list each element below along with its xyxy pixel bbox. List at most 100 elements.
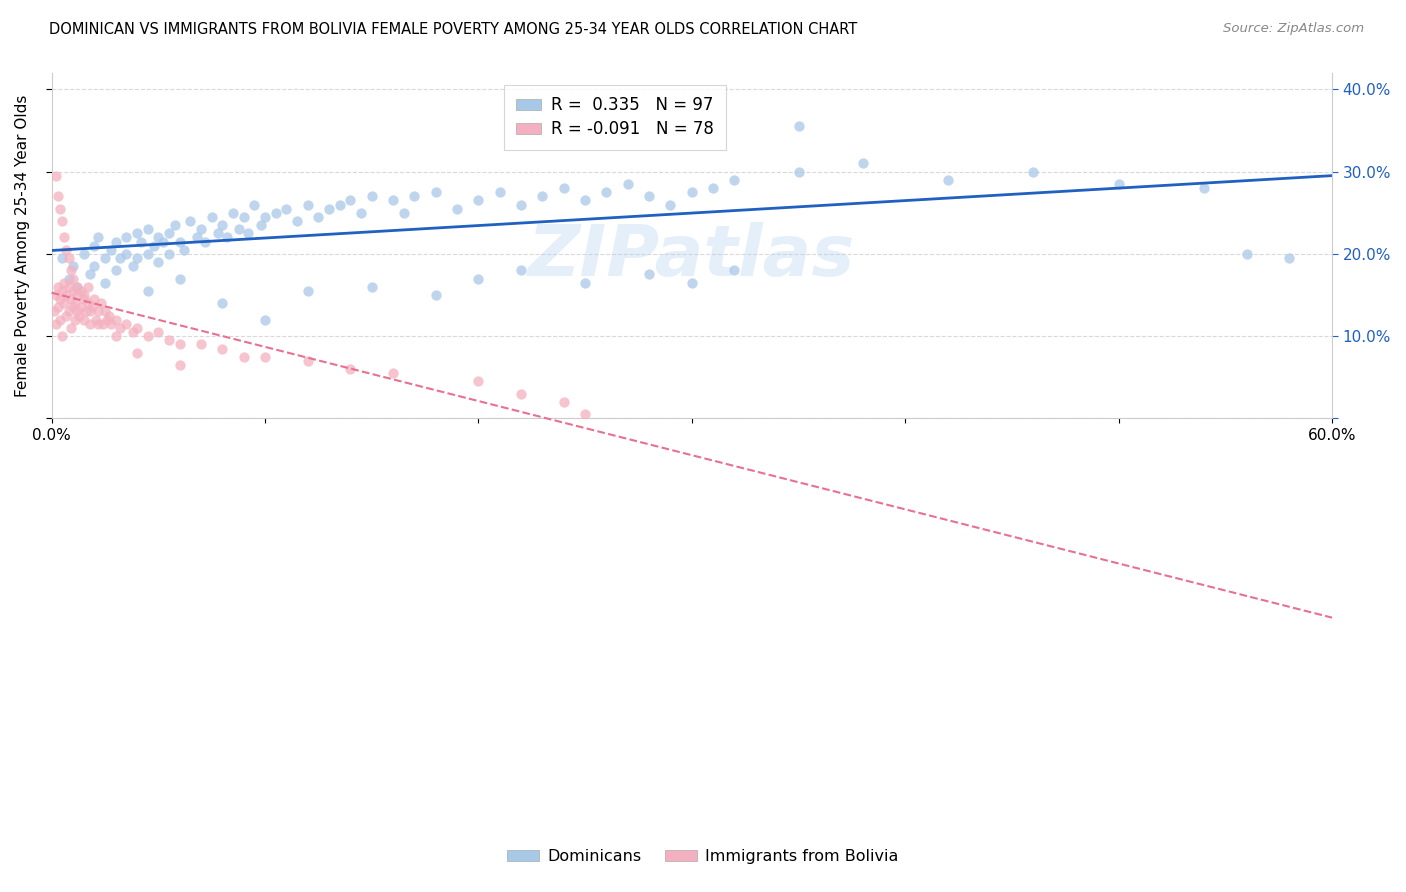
Point	[87, 304, 110, 318]
Point	[66, 280, 89, 294]
Point	[222, 206, 245, 220]
Point	[62, 301, 84, 315]
Point	[723, 173, 745, 187]
Point	[62, 284, 84, 298]
Point	[51, 329, 73, 343]
Point	[46, 280, 69, 294]
Point	[681, 276, 703, 290]
Point	[136, 329, 159, 343]
Point	[1192, 181, 1215, 195]
Point	[186, 230, 208, 244]
Point	[276, 202, 298, 216]
Point	[638, 268, 661, 282]
Point	[360, 280, 382, 294]
Point	[46, 189, 69, 203]
Point	[157, 227, 180, 241]
Point	[157, 333, 180, 347]
Point	[125, 227, 148, 241]
Point	[659, 197, 682, 211]
Point	[49, 202, 72, 216]
Point	[79, 268, 101, 282]
Point	[55, 288, 77, 302]
Point	[55, 309, 77, 323]
Text: ZIPatlas: ZIPatlas	[529, 221, 855, 291]
Point	[83, 238, 105, 252]
Point	[87, 317, 110, 331]
Point	[425, 288, 447, 302]
Point	[125, 251, 148, 265]
Point	[45, 169, 67, 183]
Point	[510, 386, 533, 401]
Point	[76, 280, 98, 294]
Point	[392, 206, 415, 220]
Point	[382, 366, 405, 380]
Point	[425, 186, 447, 200]
Point	[136, 284, 159, 298]
Point	[297, 284, 319, 298]
Point	[787, 120, 810, 134]
Point	[681, 186, 703, 200]
Point	[62, 259, 84, 273]
Point	[79, 317, 101, 331]
Point	[75, 304, 97, 318]
Point	[404, 189, 426, 203]
Point	[104, 263, 127, 277]
Point	[236, 227, 259, 241]
Point	[143, 238, 166, 252]
Point	[66, 288, 89, 302]
Text: Source: ZipAtlas.com: Source: ZipAtlas.com	[1223, 22, 1364, 36]
Point	[58, 280, 80, 294]
Point	[531, 189, 554, 203]
Point	[86, 312, 108, 326]
Point	[307, 210, 329, 224]
Point	[936, 173, 959, 187]
Point	[200, 210, 222, 224]
Point	[46, 301, 69, 315]
Point	[616, 177, 638, 191]
Point	[211, 342, 233, 356]
Point	[45, 317, 67, 331]
Legend: R =  0.335   N = 97, R = -0.091   N = 78: R = 0.335 N = 97, R = -0.091 N = 78	[505, 85, 725, 150]
Point	[53, 276, 76, 290]
Point	[98, 309, 121, 323]
Point	[148, 230, 170, 244]
Point	[129, 235, 152, 249]
Point	[62, 271, 84, 285]
Point	[45, 288, 67, 302]
Point	[574, 276, 596, 290]
Point	[350, 206, 373, 220]
Point	[76, 296, 98, 310]
Point	[169, 337, 191, 351]
Point	[360, 189, 382, 203]
Point	[115, 317, 138, 331]
Point	[488, 186, 510, 200]
Point	[121, 325, 143, 339]
Point	[90, 296, 112, 310]
Point	[253, 350, 276, 364]
Point	[59, 292, 82, 306]
Point	[339, 194, 361, 208]
Point	[249, 218, 271, 232]
Point	[253, 210, 276, 224]
Point	[329, 197, 352, 211]
Point	[297, 197, 319, 211]
Point	[194, 235, 217, 249]
Point	[94, 304, 117, 318]
Point	[104, 235, 127, 249]
Point	[104, 312, 127, 326]
Point	[108, 251, 131, 265]
Point	[66, 304, 89, 318]
Point	[553, 395, 575, 409]
Point	[58, 251, 80, 265]
Point	[787, 164, 810, 178]
Point	[59, 321, 82, 335]
Point	[94, 251, 117, 265]
Point	[1022, 164, 1045, 178]
Point	[51, 284, 73, 298]
Point	[72, 312, 94, 326]
Point	[53, 230, 76, 244]
Point	[702, 181, 724, 195]
Point	[510, 263, 533, 277]
Point	[59, 263, 82, 277]
Point	[72, 292, 94, 306]
